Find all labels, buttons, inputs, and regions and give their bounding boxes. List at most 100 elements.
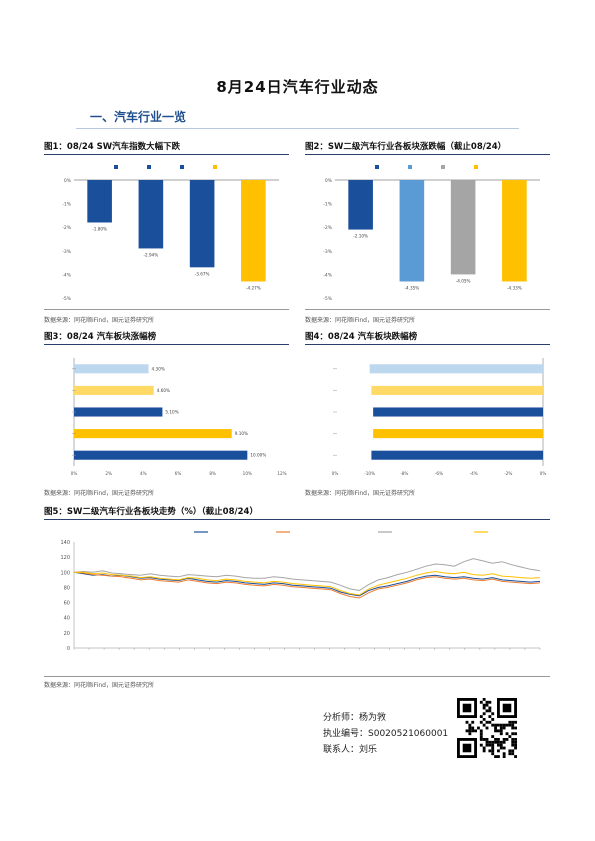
qr-module (502, 726, 506, 730)
qr-module (497, 755, 500, 758)
legend-swatch (408, 165, 412, 169)
qr-module (511, 749, 515, 753)
figure-2-bottom-rule (305, 309, 550, 310)
y-tick-label: -1% (62, 202, 71, 208)
x-tick-label: 10% (243, 471, 252, 476)
qr-module (499, 746, 503, 750)
qr-module (491, 749, 495, 753)
qr-module (482, 738, 486, 741)
x-tick-label: -8% (400, 471, 408, 476)
data-label: -1.80% (92, 226, 107, 231)
qr-module (491, 735, 495, 738)
y-tick-label: 80 (64, 585, 70, 591)
qr-finder-core (462, 703, 472, 713)
y-tick-label: -3% (323, 249, 332, 255)
legend-swatch (147, 165, 151, 169)
figure-5-source: 数据来源：同花顺iFind，国元证券研究所 (44, 682, 154, 689)
qr-module (514, 726, 517, 730)
bar (371, 385, 543, 395)
data-label: -2.94% (143, 252, 158, 257)
qr-module (499, 740, 503, 744)
bar (371, 450, 543, 460)
qr-module (479, 743, 483, 747)
qr-module (497, 740, 500, 744)
qr-module (502, 740, 506, 744)
y-tick-label: -2% (323, 225, 332, 231)
series-line (74, 570, 541, 596)
y-tick-label: 0% (325, 178, 333, 184)
y-tick-label: -1% (323, 202, 332, 208)
qr-module (485, 703, 489, 707)
qr-module (482, 703, 486, 707)
qr-module (471, 729, 475, 733)
qr-module (468, 729, 472, 733)
qr-module (488, 709, 492, 713)
legend-swatch (375, 165, 379, 169)
qr-module (482, 712, 486, 716)
x-tick-label: 4% (140, 471, 147, 476)
legend-swatch (180, 165, 184, 169)
qr-module (488, 743, 492, 747)
qr-module (491, 718, 495, 721)
figure-2-chart: 0% -1% -2% -3% -4% -5% -2.10% -4.35% -4.05% -4.33… (323, 165, 540, 302)
figure-4-chart: 0% -10% -8% -6% -4% -2% 0% (332, 358, 546, 476)
bar (450, 180, 476, 275)
qr-module (482, 718, 486, 721)
figure-3-chart: 0% 2% 4% 6% 8% 10% 12% 4.30% 4.60% 5.10% 9.10% 10.0… (71, 358, 287, 476)
qr-module (485, 720, 489, 724)
qr-module (502, 723, 506, 727)
analyst-name: 分析师：杨为敩 (323, 713, 387, 723)
qr-module (502, 746, 506, 750)
qr-module (511, 740, 515, 744)
bar (373, 429, 543, 439)
qr-module (491, 746, 495, 750)
figure-4-rule (305, 344, 550, 345)
qr-module (471, 726, 475, 730)
x-tick-label: -10% (364, 471, 375, 476)
data-label: -4.05% (456, 278, 471, 283)
qr-module (482, 723, 486, 727)
figure-3-rule (44, 344, 289, 345)
qr-module (502, 752, 506, 756)
qr-module (488, 706, 492, 710)
figure-1-chart: 0% -1% -2% -3% -4% -5% -1.80% -2.94% -3.67% -4.27… (62, 165, 279, 302)
qr-module (514, 740, 517, 744)
y-tick-label: 60 (64, 601, 70, 607)
data-label: -4.35% (404, 285, 419, 290)
qr-module (482, 749, 486, 753)
qr-module (488, 715, 492, 718)
bar (502, 180, 527, 282)
figure-4-title: 图4：08/24 汽车板块跌幅榜 (305, 332, 418, 342)
series-line (73, 571, 541, 597)
y-tick-label: 40 (64, 616, 70, 622)
qr-module (491, 723, 495, 727)
y-tick-label: 20 (64, 631, 70, 637)
qr-module (514, 743, 517, 747)
qr-module (511, 732, 515, 736)
qr-module (499, 743, 503, 747)
qr-module (511, 720, 515, 724)
bar (348, 180, 373, 230)
figure-2-rule (305, 154, 550, 155)
legend-swatch (474, 165, 478, 169)
data-label: 4.30% (152, 366, 165, 371)
bar (74, 364, 149, 374)
qr-module (488, 700, 492, 704)
x-tick-label: 12% (277, 471, 286, 476)
figure-1-rule (44, 154, 289, 155)
series-line (73, 571, 541, 599)
qr-module (488, 740, 492, 744)
qr-module (491, 743, 495, 747)
qr-module (508, 735, 512, 738)
data-label: -4.33% (507, 285, 522, 290)
qr-module (488, 720, 492, 724)
section-heading: 一、汽车行业一览 (90, 110, 187, 124)
bar (399, 180, 425, 282)
y-tick-label: -4% (323, 272, 332, 278)
y-tick-label: -2% (62, 225, 71, 231)
bar (241, 180, 266, 282)
qr-module (477, 726, 480, 730)
data-label: -2.10% (353, 234, 368, 239)
figure-5-bottom-rule (44, 676, 550, 677)
bar (373, 407, 543, 417)
